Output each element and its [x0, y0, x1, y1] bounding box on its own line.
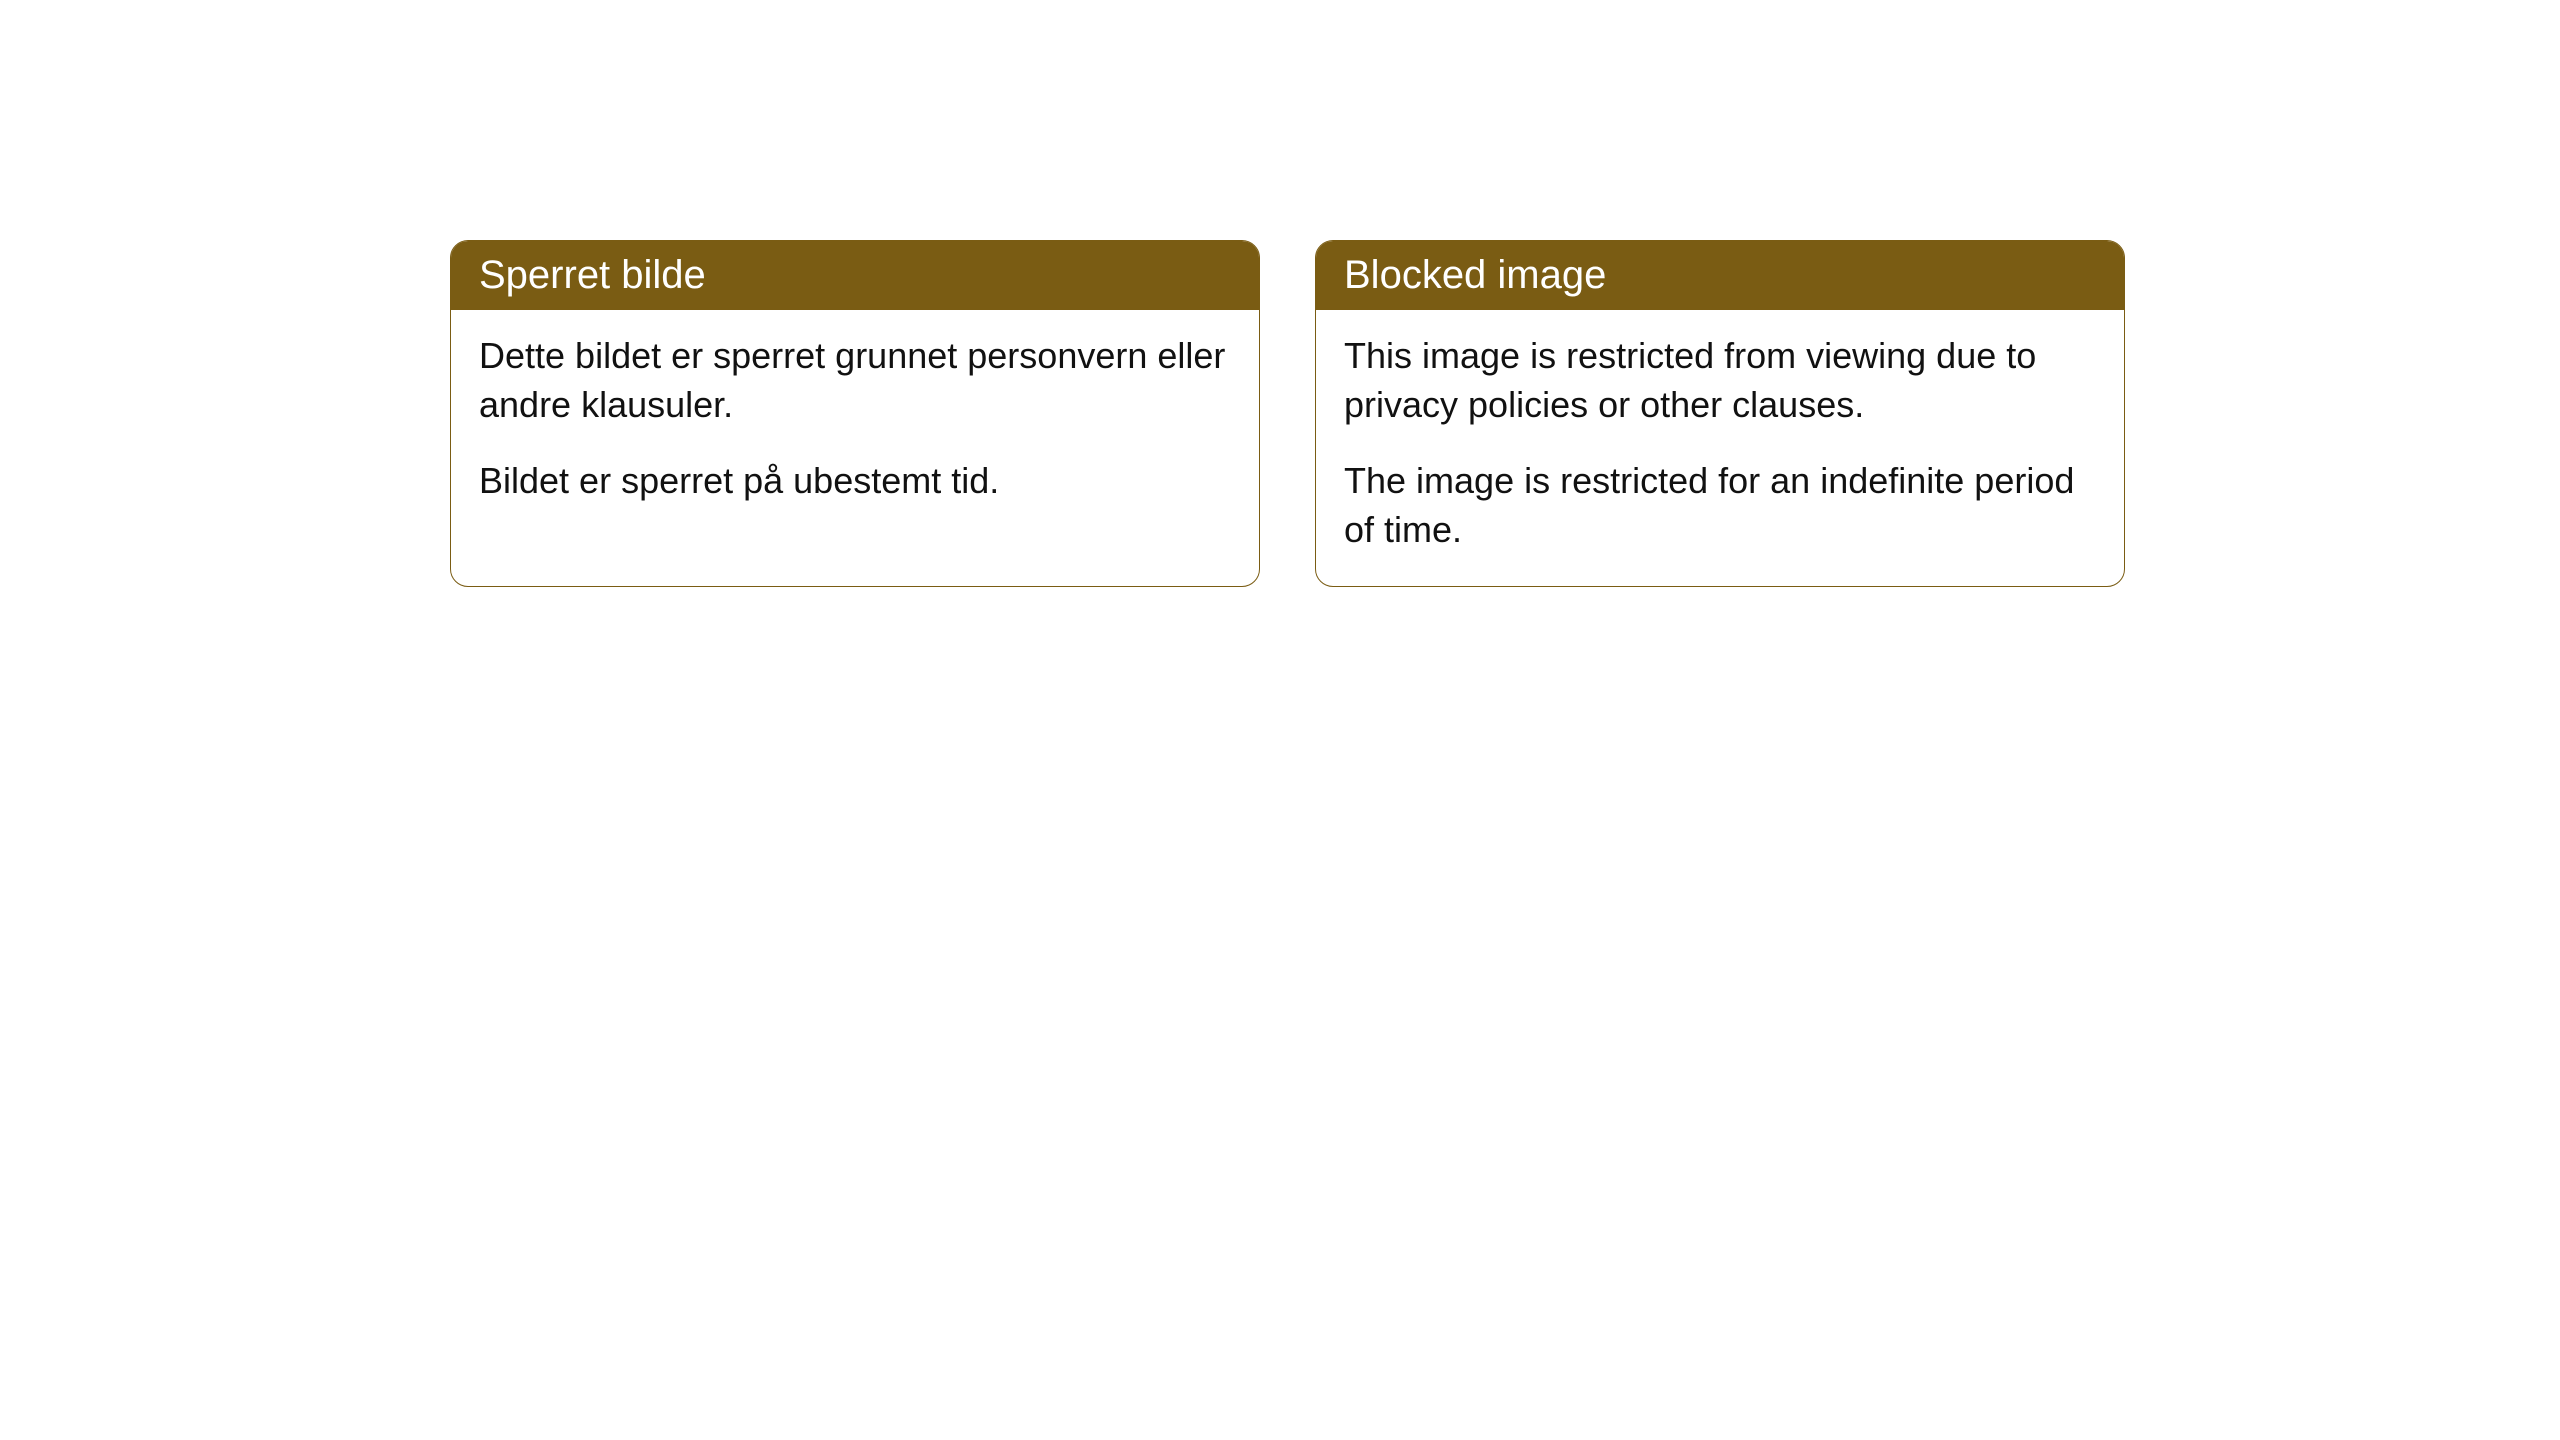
- notice-paragraph-1: This image is restricted from viewing du…: [1344, 332, 2096, 429]
- notice-paragraph-1: Dette bildet er sperret grunnet personve…: [479, 332, 1231, 429]
- notice-card-title: Sperret bilde: [451, 241, 1259, 310]
- notice-paragraph-2: Bildet er sperret på ubestemt tid.: [479, 457, 1231, 506]
- notice-card-norwegian: Sperret bilde Dette bildet er sperret gr…: [450, 240, 1260, 587]
- notice-card-english: Blocked image This image is restricted f…: [1315, 240, 2125, 587]
- notice-card-body: Dette bildet er sperret grunnet personve…: [451, 310, 1259, 538]
- notice-card-body: This image is restricted from viewing du…: [1316, 310, 2124, 586]
- notice-card-title: Blocked image: [1316, 241, 2124, 310]
- notice-cards-container: Sperret bilde Dette bildet er sperret gr…: [450, 240, 2125, 587]
- notice-paragraph-2: The image is restricted for an indefinit…: [1344, 457, 2096, 554]
